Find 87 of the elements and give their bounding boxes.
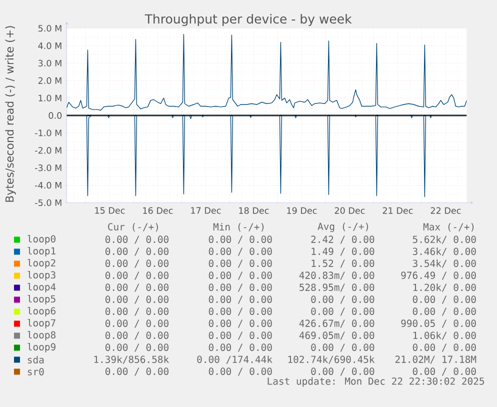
y-tick-label: 5.0 M — [38, 24, 62, 32]
legend-label: loop2 — [28, 258, 56, 268]
x-tick-label: 16 Dec — [143, 207, 173, 214]
x-tick-label: 20 Dec — [334, 207, 365, 214]
text: 0.00 / 0.00 — [105, 272, 168, 280]
text: 0.00 / 0.00 — [105, 368, 168, 376]
y-tick-label: -4.0 M — [35, 182, 62, 189]
text: 0.00 / 0.00 — [311, 308, 374, 316]
text: Last update: Mon Dec 22 22:30:02 2025 — [268, 377, 484, 387]
y-tick-label: -3.0 M — [35, 164, 62, 172]
text: Max (-/+) — [423, 222, 474, 232]
text: 469.05m/ 0.00 — [299, 332, 374, 340]
text: 0.00 / 0.00 — [105, 296, 168, 304]
text: 0.00 /174.44k — [197, 356, 272, 364]
text: 0.00 / 0.00 — [208, 320, 272, 328]
legend-label: loop9 — [28, 342, 56, 352]
y-tick-label: 4.0 M — [38, 42, 62, 50]
text: 0.00 / 0.00 — [105, 236, 168, 244]
text: 0.00 / 0.00 — [412, 344, 476, 352]
legend-label: loop0 — [28, 234, 56, 244]
y-axis-title: Bytes/second read (-) / write (+) — [5, 26, 16, 202]
y-tick-label: 0.0 — [48, 112, 62, 119]
y-tick-label: 2.0 M — [38, 77, 62, 84]
x-tick-label: 21 Dec — [382, 207, 413, 214]
text: 0.00 / 0.00 — [105, 320, 168, 328]
text: 0.00 / 0.00 — [311, 344, 374, 352]
legend-label: loop6 — [28, 306, 56, 316]
x-tick-label: 19 Dec — [287, 207, 317, 214]
x-tick-label: 18 Dec — [239, 207, 269, 214]
text: 1.06k/ 0.00 — [413, 332, 476, 340]
y-tick-label: -5.0 M — [35, 199, 62, 206]
text: 0.00 / 0.00 — [412, 308, 476, 316]
text: 0.00 / 0.00 — [208, 260, 272, 268]
text: 0.00 / 0.00 — [208, 332, 272, 340]
text: 0.00 / 0.00 — [105, 260, 168, 268]
text: 0.00 / 0.00 — [105, 308, 168, 316]
chart-title: Throughput per device - by week — [144, 14, 352, 26]
text: 420.83m/ 0.00 — [299, 272, 374, 280]
text: 0.00 / 0.00 — [311, 368, 374, 376]
legend-label: loop1 — [28, 246, 56, 256]
text: 2.42 / 0.00 — [311, 236, 374, 244]
legend-label: loop5 — [28, 294, 56, 304]
text: 1.52 / 0.00 — [312, 260, 374, 268]
legend-label: loop3 — [28, 270, 56, 280]
legend-label: sr0 — [28, 368, 44, 376]
text: 0.00 / 0.00 — [208, 308, 272, 316]
x-tick-label: 15 Dec — [95, 207, 125, 214]
text: 0.00 / 0.00 — [208, 296, 272, 304]
x-tick-label: 22 Dec — [430, 207, 461, 214]
x-tick-label: 17 Dec — [191, 207, 221, 214]
text: 1.20k/ 0.00 — [413, 284, 476, 292]
text: 0.00 / 0.00 — [208, 248, 272, 256]
text: 0.00 / 0.00 — [208, 236, 272, 244]
text: 976.49 / 0.00 — [401, 272, 476, 280]
legend-label: loop4 — [28, 282, 56, 292]
legend-label: loop7 — [28, 318, 56, 328]
y-tick-label: 3.0 M — [38, 60, 62, 67]
text: Avg (-/+) — [318, 222, 368, 232]
text: 990.05 / 0.00 — [401, 320, 476, 328]
text: Cur (-/+) — [108, 222, 158, 232]
text: 1.49 / 0.00 — [312, 248, 374, 256]
text: 21.02M/ 17.18M — [395, 356, 476, 364]
text: 0.00 / 0.00 — [105, 284, 168, 292]
text: 0.00 / 0.00 — [208, 344, 272, 352]
text: 0.00 / 0.00 — [105, 248, 168, 256]
line-series — [66, 115, 467, 198]
text: 0.00 / 0.00 — [208, 368, 272, 376]
y-tick-label: -1.0 M — [35, 130, 62, 136]
text: 0.00 / 0.00 — [208, 272, 272, 280]
text: 0.00 / 0.00 — [311, 296, 374, 304]
text: 0.00 / 0.00 — [208, 284, 272, 292]
text: 3.54k/ 0.00 — [412, 260, 476, 268]
text: 0.00 / 0.00 — [105, 344, 168, 352]
y-tick-label: -2.0 M — [35, 147, 62, 154]
text: 528.95m/ 0.00 — [300, 284, 374, 292]
text: 426.67m/ 0.00 — [299, 320, 374, 328]
legend-label: sda — [28, 356, 44, 364]
text: Min (-/+) — [213, 222, 264, 232]
text: 1.39k/856.58k — [94, 356, 169, 364]
text: 3.46k/ 0.00 — [412, 248, 476, 256]
text: 5.62k/ 0.00 — [412, 236, 476, 244]
text: 102.74k/690.45k — [288, 356, 375, 364]
legend-label: loop8 — [28, 330, 56, 340]
text: 0.00 / 0.00 — [412, 368, 476, 376]
text: 0.00 / 0.00 — [105, 332, 168, 340]
y-tick-label: 1.0 M — [38, 94, 62, 102]
text: 0.00 / 0.00 — [412, 296, 476, 304]
